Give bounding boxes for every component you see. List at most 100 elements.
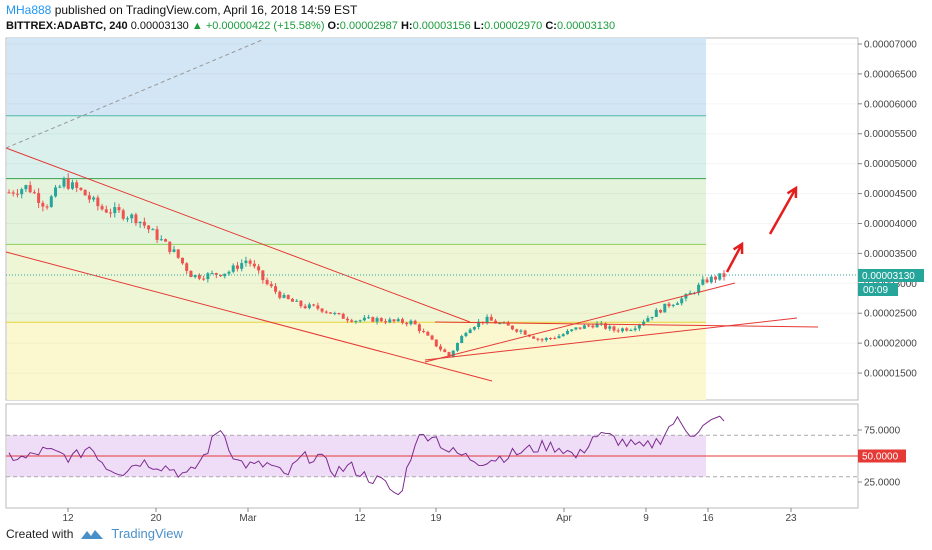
- rsi-tick-label: 75.0000: [864, 426, 901, 437]
- y-tick-label: 0.00007000: [864, 39, 917, 50]
- candle-body: [41, 202, 45, 207]
- candle-body: [671, 304, 675, 306]
- candle-body: [54, 187, 58, 197]
- fib-zone: [7, 178, 706, 245]
- candle-body: [654, 309, 658, 317]
- candle-body: [244, 260, 248, 264]
- annotation-arrow: [768, 187, 798, 235]
- low-label: L:: [473, 20, 485, 32]
- candle-body: [358, 320, 362, 322]
- x-tick-label: 19: [430, 513, 442, 524]
- candle-body: [269, 284, 273, 287]
- candle-body: [570, 329, 574, 331]
- candle-body: [219, 274, 223, 277]
- candle-body: [24, 185, 28, 190]
- candle-body: [83, 189, 87, 196]
- candle-body: [49, 196, 53, 207]
- x-tick-label: 16: [702, 513, 714, 524]
- candle-body: [121, 210, 125, 219]
- candle-body: [367, 317, 371, 319]
- candle-body: [142, 221, 146, 226]
- candle-body: [472, 327, 476, 330]
- candle-body: [430, 335, 434, 340]
- countdown-label: 00:09: [863, 285, 888, 296]
- open-label: O:: [327, 20, 340, 32]
- last-price-box: [858, 269, 924, 282]
- candle-body: [426, 331, 430, 336]
- candle-body: [705, 279, 709, 283]
- candle-body: [354, 320, 358, 322]
- candle-body: [337, 313, 341, 315]
- candle-body: [439, 346, 443, 350]
- candle-body: [684, 294, 688, 299]
- open-value: 0.00002987: [339, 20, 398, 32]
- candle-body: [468, 329, 472, 334]
- candle-body: [709, 276, 713, 283]
- candle-body: [265, 280, 269, 285]
- candle-body: [66, 178, 70, 189]
- candle-body: [104, 209, 108, 213]
- up-triangle-icon: ▲: [191, 20, 203, 32]
- candle-body: [549, 338, 553, 340]
- candle-body: [494, 320, 498, 324]
- tradingview-brand[interactable]: TradingView: [111, 526, 183, 541]
- candle-body: [109, 212, 113, 214]
- candle-body: [235, 265, 239, 269]
- candle-body: [231, 265, 235, 272]
- candle-body: [79, 187, 83, 190]
- y-tick-label: 0.00004000: [864, 219, 917, 230]
- candle-body: [45, 206, 49, 208]
- x-tick-label: 23: [785, 513, 797, 524]
- candle-body: [299, 300, 303, 307]
- candle-body: [15, 193, 19, 195]
- candle-body: [28, 185, 32, 193]
- candle-body: [718, 273, 722, 280]
- candle-body: [345, 318, 349, 321]
- candle-body: [286, 295, 290, 299]
- candle-body: [498, 323, 502, 325]
- candle-body: [172, 249, 176, 252]
- published-text: published on TradingView.com, April 16, …: [54, 3, 358, 17]
- candle-body: [434, 339, 438, 347]
- y-tick-label: 0.00006000: [864, 99, 917, 110]
- candle-body: [261, 270, 265, 281]
- candle-body: [168, 241, 172, 252]
- candle-body: [257, 266, 261, 271]
- author-name[interactable]: MHa888: [6, 3, 52, 17]
- candle-body: [138, 221, 142, 224]
- candle-body: [536, 338, 540, 340]
- candle-body: [633, 328, 637, 330]
- candle-body: [113, 207, 117, 214]
- candle-body: [11, 192, 15, 194]
- trend-line: [424, 317, 798, 361]
- candle-body: [316, 305, 320, 309]
- candle-body: [612, 326, 616, 331]
- candle-body: [70, 182, 74, 189]
- dashed-trend-line: [5, 39, 263, 149]
- x-tick-label: 12: [354, 513, 366, 524]
- y-tick-label: 0.00001500: [864, 369, 917, 380]
- candle-body: [324, 311, 328, 313]
- candle-body: [642, 321, 646, 325]
- candle-body: [591, 325, 595, 328]
- candle-body: [371, 317, 375, 322]
- symbol-label: BITTREX:ADABTC, 240: [6, 20, 128, 32]
- candle-body: [151, 229, 155, 231]
- candle-body: [510, 325, 514, 330]
- candle-body: [697, 284, 701, 293]
- trend-line: [434, 321, 819, 328]
- candle-body: [557, 336, 561, 339]
- candle-body: [320, 308, 324, 312]
- tradingview-logo-icon: [81, 529, 104, 539]
- candle-body: [278, 291, 282, 298]
- candle-body: [206, 273, 210, 280]
- candle-body: [608, 326, 612, 329]
- candle-body: [362, 317, 366, 321]
- candle-body: [553, 338, 557, 340]
- annotation-arrowhead-icon: [786, 185, 798, 199]
- footer: Created with TradingView: [6, 526, 183, 541]
- candle-body: [464, 333, 468, 337]
- candle-body: [159, 239, 163, 241]
- candle-body: [582, 325, 586, 329]
